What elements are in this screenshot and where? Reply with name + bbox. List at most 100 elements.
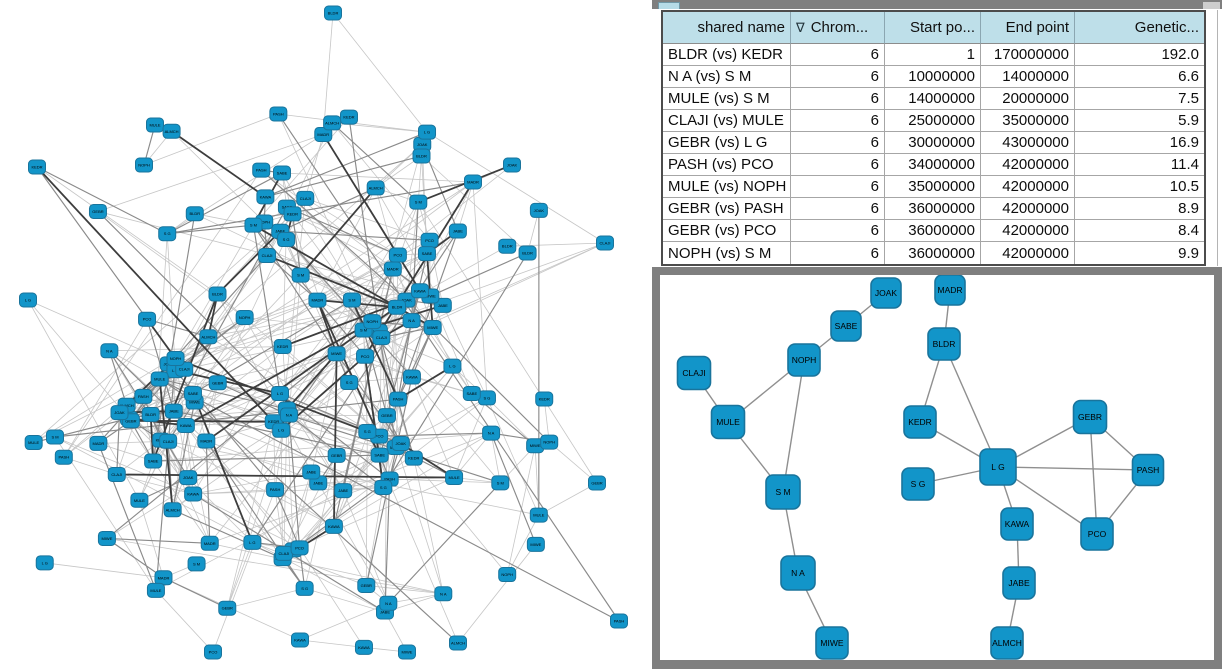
scrollbar-fragment[interactable]: [1203, 2, 1220, 9]
table-cell[interactable]: 35000000: [885, 176, 981, 198]
table-cell[interactable]: MULE (vs) S M: [663, 88, 791, 110]
table-cell[interactable]: 7.5: [1075, 88, 1204, 110]
network-node-NOPH[interactable]: [787, 343, 821, 377]
table-cell[interactable]: GEBR (vs) L G: [663, 132, 791, 154]
table-row[interactable]: MULE (vs) S M 6 14000000 20000000 7.5: [663, 88, 1204, 110]
network-node[interactable]: [273, 165, 291, 181]
table-cell[interactable]: 36000000: [885, 242, 981, 264]
network-node[interactable]: [434, 586, 453, 602]
network-node[interactable]: [88, 203, 107, 219]
network-node[interactable]: [295, 580, 314, 596]
network-node[interactable]: [398, 644, 416, 660]
network-node[interactable]: [183, 385, 202, 401]
network-node-KAWA[interactable]: [1000, 507, 1034, 541]
network-node[interactable]: [339, 109, 358, 125]
table-cell[interactable]: 6: [791, 154, 885, 176]
network-node[interactable]: [482, 425, 501, 441]
network-node-KEDR[interactable]: [903, 405, 937, 439]
network-node[interactable]: [252, 162, 271, 178]
network-node[interactable]: [163, 502, 182, 518]
network-node[interactable]: [503, 157, 521, 173]
network-node[interactable]: [302, 464, 321, 480]
table-cell[interactable]: 8.4: [1075, 220, 1204, 242]
network-node[interactable]: [199, 329, 218, 345]
table-cell[interactable]: 5.9: [1075, 110, 1204, 132]
table-cell[interactable]: 35000000: [981, 110, 1075, 132]
network-node[interactable]: [35, 555, 54, 571]
network-node[interactable]: [540, 434, 559, 450]
table-cell[interactable]: 42000000: [981, 242, 1075, 264]
network-node[interactable]: [138, 311, 157, 327]
network-node[interactable]: [291, 267, 310, 283]
table-cell[interactable]: N A (vs) S M: [663, 66, 791, 88]
network-node[interactable]: [323, 115, 342, 131]
table-cell[interactable]: 6.6: [1075, 66, 1204, 88]
network-node[interactable]: [498, 238, 517, 254]
network-node-GEBR[interactable]: [1072, 399, 1108, 435]
network-node-MADR[interactable]: [934, 275, 966, 306]
table-cell[interactable]: 36000000: [885, 220, 981, 242]
network-node[interactable]: [410, 283, 429, 299]
network-node[interactable]: [423, 319, 442, 335]
network-node[interactable]: [418, 124, 437, 140]
table-row[interactable]: BLDR (vs) KEDR 6 1 170000000 192.0: [663, 44, 1204, 66]
table-cell[interactable]: 6: [791, 242, 885, 264]
network-node[interactable]: [296, 190, 315, 206]
network-node[interactable]: [176, 417, 195, 433]
table-cell[interactable]: 42000000: [981, 198, 1075, 220]
network-node[interactable]: [412, 148, 431, 164]
table-row[interactable]: N A (vs) S M 6 10000000 14000000 6.6: [663, 66, 1204, 88]
table-cell[interactable]: 34000000: [885, 154, 981, 176]
network-node[interactable]: [357, 578, 376, 594]
table-cell[interactable]: 6: [791, 220, 885, 242]
table-cell[interactable]: GEBR (vs) PASH: [663, 198, 791, 220]
network-node[interactable]: [19, 292, 37, 308]
network-node[interactable]: [187, 556, 206, 572]
table-cell[interactable]: CLAJI (vs) MULE: [663, 110, 791, 132]
network-node[interactable]: [358, 423, 377, 439]
column-header-1[interactable]: ∇ Chrom...: [791, 12, 885, 44]
network-node[interactable]: [24, 435, 43, 451]
network-node[interactable]: [271, 385, 290, 401]
table-cell[interactable]: 42000000: [981, 154, 1075, 176]
network-node-CLAJI[interactable]: [676, 355, 712, 391]
table-row[interactable]: CLAJI (vs) MULE 6 25000000 35000000 5.9: [663, 110, 1204, 132]
network-node[interactable]: [402, 369, 421, 385]
network-node[interactable]: [526, 536, 545, 552]
table-cell[interactable]: MULE (vs) NOPH: [663, 176, 791, 198]
network-node[interactable]: [363, 314, 382, 330]
column-header-3[interactable]: End point: [981, 12, 1075, 44]
network-node[interactable]: [46, 429, 64, 445]
table-cell[interactable]: PASH (vs) PCO: [663, 154, 791, 176]
network-node[interactable]: [529, 507, 548, 523]
table-cell[interactable]: 6: [791, 110, 885, 132]
network-node-PASH[interactable]: [1131, 453, 1165, 487]
network-node[interactable]: [258, 248, 277, 264]
network-node-S M[interactable]: [765, 474, 801, 510]
network-node[interactable]: [433, 297, 452, 313]
network-node[interactable]: [610, 613, 628, 629]
table-row[interactable]: GEBR (vs) PASH 6 36000000 42000000 8.9: [663, 198, 1204, 220]
network-node[interactable]: [100, 343, 119, 359]
network-node-N A[interactable]: [780, 555, 816, 591]
network-node[interactable]: [146, 117, 164, 133]
table-cell[interactable]: 192.0: [1075, 44, 1204, 66]
network-node[interactable]: [340, 375, 359, 391]
tab-fragment[interactable]: [658, 2, 680, 9]
detail-network-canvas[interactable]: JOAK MADR SABE BLDR NOPH CLAJI KEDR GEBR MULE L G…: [660, 275, 1214, 660]
network-node[interactable]: [130, 492, 149, 508]
table-cell[interactable]: 10.5: [1075, 176, 1204, 198]
network-node[interactable]: [164, 403, 183, 419]
network-node[interactable]: [158, 226, 177, 242]
table-cell[interactable]: 8.9: [1075, 198, 1204, 220]
table-cell[interactable]: 6: [791, 88, 885, 110]
network-node-JABE[interactable]: [1002, 566, 1036, 600]
table-cell[interactable]: 6: [791, 132, 885, 154]
network-node[interactable]: [448, 223, 467, 239]
network-node[interactable]: [443, 358, 462, 374]
network-node[interactable]: [208, 375, 227, 391]
network-node[interactable]: [256, 189, 275, 205]
table-cell[interactable]: 14000000: [981, 66, 1075, 88]
network-node[interactable]: [588, 475, 606, 491]
network-node[interactable]: [324, 518, 343, 534]
